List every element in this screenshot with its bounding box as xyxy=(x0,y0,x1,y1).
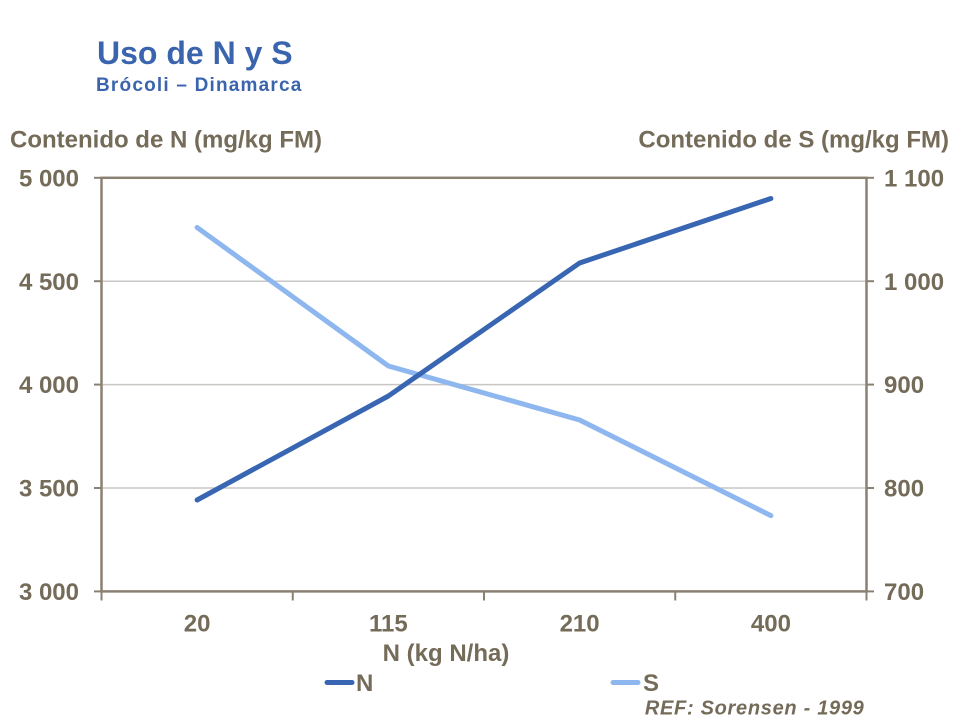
svg-text:REF: Sorensen - 1999: REF: Sorensen - 1999 xyxy=(645,698,865,720)
svg-text:400: 400 xyxy=(751,611,791,638)
svg-text:Brócoli – Dinamarca: Brócoli – Dinamarca xyxy=(96,75,303,96)
svg-text:3 500: 3 500 xyxy=(19,476,79,503)
svg-text:800: 800 xyxy=(884,476,924,503)
svg-text:900: 900 xyxy=(884,372,924,399)
svg-text:N: N xyxy=(356,670,373,697)
svg-text:S: S xyxy=(643,670,659,697)
svg-text:20: 20 xyxy=(184,611,211,638)
svg-text:1 100: 1 100 xyxy=(884,165,944,192)
svg-text:700: 700 xyxy=(884,579,924,606)
svg-text:Uso de N y S: Uso de N y S xyxy=(97,35,293,71)
svg-text:210: 210 xyxy=(560,611,600,638)
svg-text:4 000: 4 000 xyxy=(19,372,79,399)
svg-text:5 000: 5 000 xyxy=(19,165,79,192)
svg-text:3 000: 3 000 xyxy=(19,579,79,606)
svg-text:Contenido de N (mg/kg FM): Contenido de N (mg/kg FM) xyxy=(10,127,322,154)
svg-text:1 000: 1 000 xyxy=(884,269,944,296)
svg-text:Contenido de S (mg/kg FM): Contenido de S (mg/kg FM) xyxy=(638,127,949,154)
svg-text:115: 115 xyxy=(369,611,408,638)
svg-text:4 500: 4 500 xyxy=(19,269,79,296)
svg-text:N (kg N/ha): N (kg N/ha) xyxy=(383,640,510,667)
